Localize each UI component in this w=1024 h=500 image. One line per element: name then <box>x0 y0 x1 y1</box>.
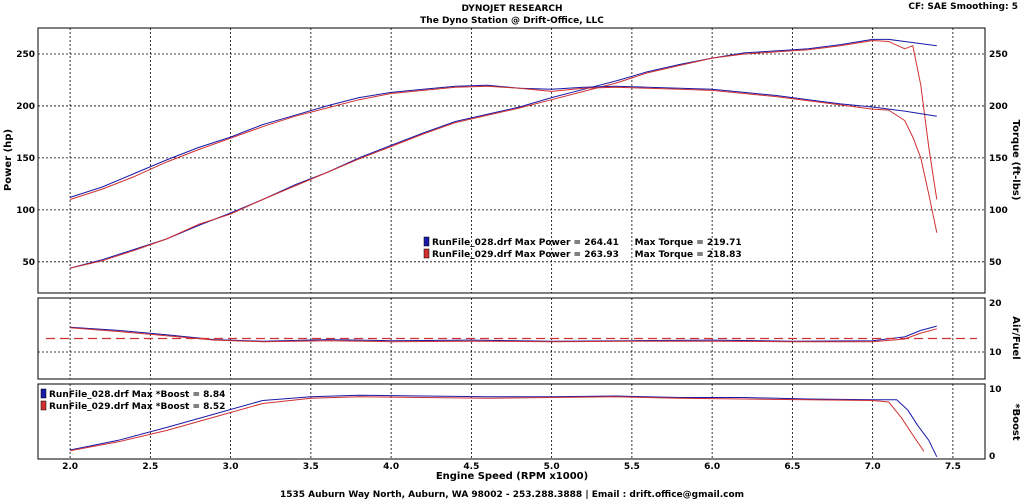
y-axis-label-torque: Torque (ft-lbs) <box>1010 120 1021 201</box>
y-axis-label-air-fuel: Air/Fuel <box>1010 316 1021 359</box>
series-line-boost-1 <box>70 396 925 452</box>
y-tick-label-right: 10 <box>989 348 1002 358</box>
y-tick-label-left: 200 <box>16 102 35 112</box>
y-tick-label-right: 50 <box>989 258 1002 268</box>
x-tick-label: 2.5 <box>142 462 158 472</box>
series-line-boost-0 <box>70 394 938 458</box>
y-axis-label-power: Power (hp) <box>3 129 14 191</box>
x-tick-label: 3.0 <box>223 462 239 472</box>
y-tick-label-right: 250 <box>989 50 1008 60</box>
power-torque-panel <box>37 27 986 294</box>
series-line-power-3 <box>69 85 938 233</box>
legend-run-028: RunFile_028.drf Max Power = 264.41 Max T… <box>432 238 742 248</box>
y-axis-label-boost: *Boost <box>1010 403 1021 441</box>
y-tick-label-left: 250 <box>16 50 35 60</box>
y-tick-label-right: 100 <box>989 206 1008 216</box>
y-tick-label-right: 10 <box>989 385 1002 395</box>
y-tick-label-right: 20 <box>989 299 1002 309</box>
x-tick-label: 4.5 <box>463 462 479 472</box>
legend-swatch-run-029 <box>423 248 430 259</box>
x-axis-label: Engine Speed (RPM x1000) <box>436 471 588 482</box>
legend-run-029: RunFile_029.drf Max Power = 263.93 Max T… <box>432 250 742 260</box>
chart-title: DYNOJET RESEARCH <box>461 4 562 14</box>
legend-swatch-run-028 <box>423 236 430 247</box>
y-tick-label-right: 200 <box>989 102 1008 112</box>
x-tick-label: 6.0 <box>704 462 720 472</box>
series-line-power-1 <box>69 40 938 269</box>
y-tick-label-left: 50 <box>22 258 35 268</box>
boost-legend-run-028: RunFile_028.drf Max *Boost = 8.84 <box>49 390 225 400</box>
boost-panel <box>37 383 986 460</box>
boost-legend-swatch-run-028 <box>40 388 47 399</box>
boost-legend-run-029: RunFile_029.drf Max *Boost = 8.52 <box>49 402 225 412</box>
x-tick-label: 6.5 <box>784 462 800 472</box>
y-tick-label-left: 150 <box>16 154 35 164</box>
boost-legend-swatch-run-029 <box>40 400 47 411</box>
x-tick-label: 2.0 <box>62 462 78 472</box>
footer-contact: 1535 Auburn Way North, Auburn, WA 98002 … <box>280 490 744 500</box>
series-line-power-0 <box>69 38 937 269</box>
y-tick-label-right: 0 <box>989 452 995 462</box>
x-tick-label: 3.5 <box>303 462 319 472</box>
x-tick-label: 7.5 <box>945 462 961 472</box>
settings-readout: CF: SAE Smoothing: 5 <box>908 2 1018 12</box>
x-tick-label: 7.0 <box>865 462 881 472</box>
y-tick-label-left: 100 <box>16 206 35 216</box>
x-tick-label: 5.0 <box>544 462 560 472</box>
chart-subtitle: The Dyno Station @ Drift-Office, LLC <box>420 16 604 26</box>
air-fuel-panel <box>37 297 986 380</box>
x-tick-label: 5.5 <box>624 462 640 472</box>
x-tick-label: 4.0 <box>383 462 399 472</box>
y-tick-label-right: 150 <box>989 154 1008 164</box>
